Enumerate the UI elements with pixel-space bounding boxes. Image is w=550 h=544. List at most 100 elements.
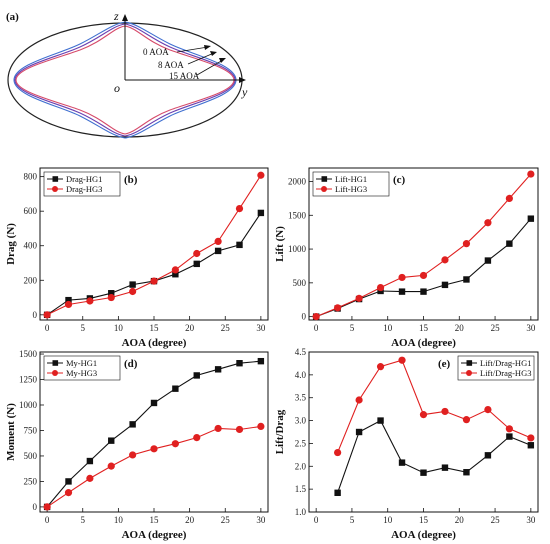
y-tick-label: 4.0	[295, 370, 307, 380]
x-tick-label: 25	[491, 515, 501, 525]
x-tick-label: 5	[81, 323, 86, 333]
data-point	[506, 433, 513, 440]
data-point	[527, 434, 535, 442]
label-0-aoa: 0 AOA	[143, 47, 169, 57]
x-tick-label: 10	[114, 323, 124, 333]
z-arrowhead	[122, 14, 128, 21]
legend-label: Drag-HG1	[66, 174, 102, 184]
x-tick-label: 0	[314, 323, 319, 333]
y-arrowhead	[239, 77, 246, 83]
x-axis-label: AOA (degree)	[391, 337, 456, 349]
label-15-aoa: 15 AOA	[169, 71, 200, 81]
x-tick-label: 0	[314, 515, 319, 525]
legend-label: Drag-HG3	[66, 184, 102, 194]
data-point	[398, 273, 406, 282]
pointer-15-aoa	[196, 59, 224, 76]
chart-lift-drag: 0 5 10 15 20 25 30 1.0 1.5 2.0 2.5 3.0 3.5 4.0 4.5 AOA …	[274, 347, 539, 541]
data-point	[420, 469, 427, 476]
y-axis-label: Moment (N)	[5, 403, 17, 461]
data-point	[419, 411, 428, 419]
data-point	[86, 297, 94, 305]
data-point	[193, 249, 201, 258]
data-point	[527, 170, 535, 178]
z-axis-label: z	[113, 9, 119, 23]
x-tick-label: 20	[185, 323, 195, 333]
y-axis-label: Lift (N)	[274, 226, 286, 262]
legend-marker	[52, 360, 59, 366]
legend-marker	[321, 186, 327, 192]
y-tick-label: 200	[24, 275, 38, 285]
x-tick-label: 10	[383, 515, 393, 525]
data-point	[86, 474, 94, 482]
data-point	[129, 281, 136, 288]
data-point	[462, 240, 471, 248]
x-tick-label: 25	[221, 323, 231, 333]
data-point	[376, 283, 385, 292]
y-tick-label: 0	[302, 312, 307, 322]
x-tick-label: 15	[419, 323, 429, 333]
data-point	[108, 437, 115, 444]
y-tick-label: 1000	[288, 244, 307, 254]
data-point	[398, 459, 406, 466]
data-point	[193, 260, 200, 268]
y-axis-label: y	[241, 85, 248, 99]
x-tick-label: 10	[114, 515, 124, 525]
data-point	[420, 288, 427, 295]
x-tick-label: 30	[526, 323, 536, 333]
legend-label: My-HG3	[66, 368, 97, 378]
y-tick-label: 4.5	[295, 347, 307, 357]
data-point	[172, 385, 179, 392]
data-point	[171, 266, 179, 274]
x-tick-label: 5	[350, 515, 355, 525]
data-point	[484, 406, 492, 414]
data-point	[107, 462, 115, 470]
data-point	[86, 457, 94, 465]
legend-label: Lift-HG3	[335, 184, 367, 194]
x-axis-label: AOA (degree)	[122, 337, 187, 349]
data-point	[129, 287, 137, 296]
series-line-2	[337, 359, 532, 453]
data-point	[43, 503, 51, 511]
chart-moment: 0 5 10 15 20 25 30 0 250 500 750 1000 1250 1500 AOA (d…	[5, 349, 269, 541]
legend-box	[43, 171, 121, 197]
data-point	[355, 428, 363, 436]
y-tick-label: 600	[24, 206, 38, 216]
y-tick-label: 1500	[288, 210, 307, 220]
label-8-aoa: 8 AOA	[158, 60, 184, 70]
data-point	[312, 313, 320, 321]
data-point	[355, 396, 363, 404]
x-tick-label: 15	[419, 515, 429, 525]
y-axis-label: Lift/Drag	[274, 409, 286, 454]
data-point	[43, 311, 51, 319]
data-point	[527, 215, 535, 222]
y-tick-label: 400	[24, 241, 38, 251]
data-point	[398, 288, 406, 295]
panel-label: (c)	[393, 174, 406, 186]
x-axis-label: AOA (degree)	[391, 529, 456, 541]
data-point	[505, 425, 513, 433]
data-point	[484, 219, 492, 227]
x-tick-label: 30	[526, 515, 536, 525]
data-point	[463, 469, 470, 476]
x-tick-label: 20	[455, 515, 465, 525]
data-point	[527, 442, 535, 449]
y-tick-label: 1.5	[295, 484, 307, 494]
data-point	[484, 452, 492, 459]
data-point	[172, 271, 179, 278]
x-tick-label: 20	[455, 323, 465, 333]
data-point	[419, 271, 428, 280]
series-line-1	[337, 419, 532, 493]
y-tick-label: 0	[33, 502, 38, 512]
data-point	[193, 372, 200, 379]
data-point	[398, 356, 406, 364]
x-tick-label: 20	[185, 515, 195, 525]
y-tick-label: 3.5	[295, 393, 307, 403]
legend-marker	[52, 176, 59, 182]
data-point	[65, 296, 72, 304]
chart-lift: 0 5 10 15 20 25 30 0 500 1000 1500 2000 AOA (degree)…	[274, 167, 539, 349]
legend-box	[312, 171, 390, 197]
legend-marker	[466, 370, 472, 376]
panel-label: (e)	[438, 358, 451, 370]
data-point	[236, 360, 243, 367]
legend-label: My-HG1	[66, 358, 97, 368]
